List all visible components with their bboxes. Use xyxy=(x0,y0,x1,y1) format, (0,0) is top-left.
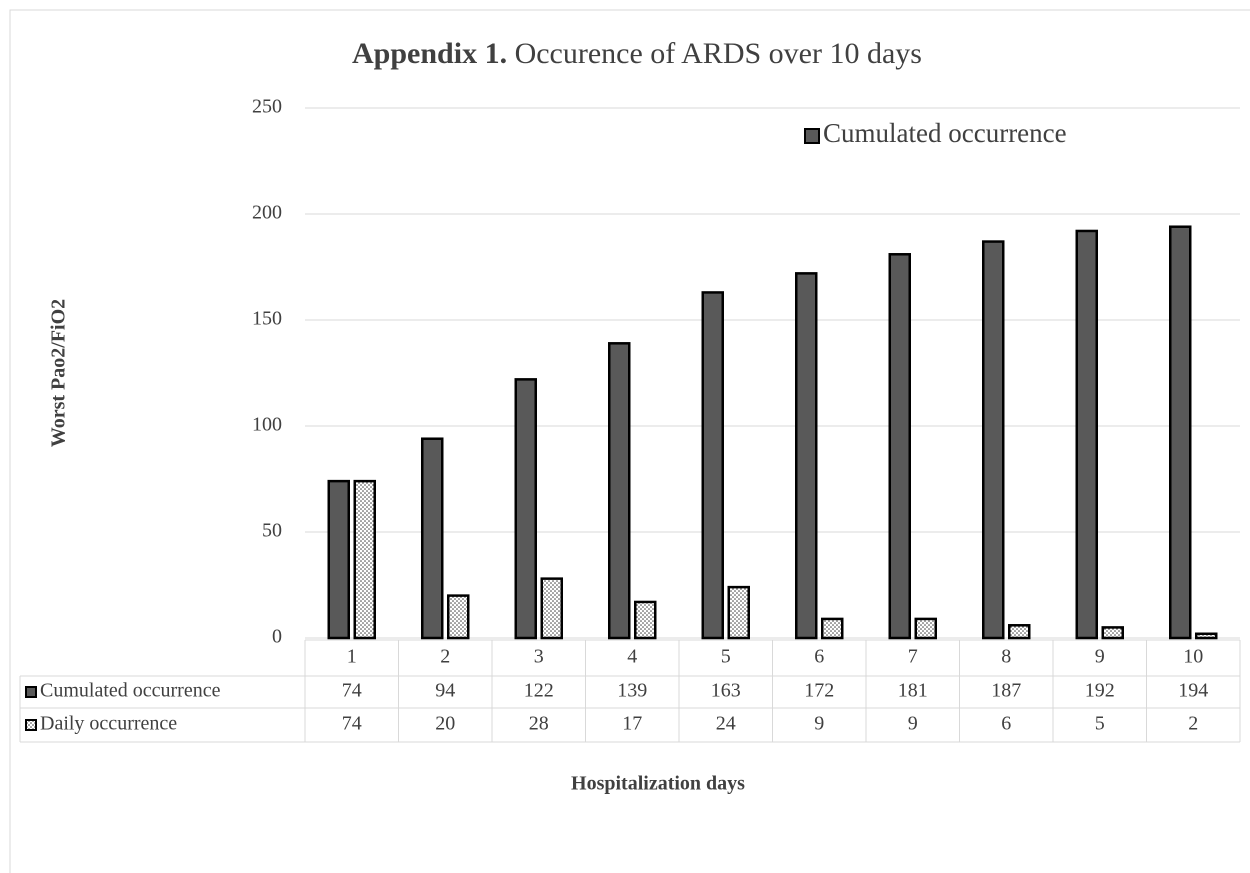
x-axis-label: Hospitalization days xyxy=(571,773,745,795)
table-row-label: Cumulated occurrence xyxy=(40,680,221,702)
table-value: 20 xyxy=(435,713,455,735)
bar xyxy=(608,342,631,640)
x-tick-label: 8 xyxy=(1001,646,1011,668)
table-value: 74 xyxy=(342,680,362,702)
x-tick-label: 1 xyxy=(347,646,357,668)
table-value: 187 xyxy=(991,680,1021,702)
bar xyxy=(821,617,844,640)
bar xyxy=(982,240,1005,640)
bar xyxy=(540,577,563,640)
legend-key xyxy=(25,719,37,731)
y-tick-label: 0 xyxy=(272,626,282,648)
table-value: 74 xyxy=(342,713,362,735)
bar xyxy=(888,253,911,640)
table-value: 5 xyxy=(1095,713,1105,735)
legend-key xyxy=(804,128,820,144)
frame xyxy=(9,9,1250,873)
bar xyxy=(421,437,444,640)
table-value: 139 xyxy=(617,680,647,702)
bar xyxy=(327,479,350,640)
table-value: 192 xyxy=(1085,680,1115,702)
bar xyxy=(701,291,724,640)
bar xyxy=(1075,229,1098,640)
table-value: 194 xyxy=(1178,680,1208,702)
table-value: 6 xyxy=(1001,713,1011,735)
title-label: Appendix 1. xyxy=(352,37,507,70)
chart-title: Occurence of ARDS over 10 days xyxy=(515,37,922,70)
y-tick-label: 250 xyxy=(252,96,282,118)
table-value: 24 xyxy=(716,713,736,735)
table-value: 2 xyxy=(1188,713,1198,735)
y-axis-label: Worst Pao2/FiO2 xyxy=(48,299,70,447)
legend-key xyxy=(25,686,37,698)
bar xyxy=(514,378,537,640)
legend-label: Cumulated occurrence xyxy=(823,118,1067,148)
table-value: 122 xyxy=(524,680,554,702)
bar xyxy=(795,272,818,640)
chart-title-group: Appendix 1. Occurence of ARDS over 10 da… xyxy=(352,37,922,70)
bar xyxy=(353,479,376,640)
y-tick-label: 50 xyxy=(262,520,282,542)
table-value: 172 xyxy=(804,680,834,702)
table-value: 9 xyxy=(908,713,918,735)
x-tick-label: 5 xyxy=(721,646,731,668)
x-tick-label: 6 xyxy=(814,646,824,668)
bar xyxy=(447,594,470,640)
bar xyxy=(634,600,657,640)
bar xyxy=(1169,225,1192,640)
y-tick-label: 150 xyxy=(252,308,282,330)
bar xyxy=(914,617,937,640)
x-tick-label: 4 xyxy=(627,646,637,668)
table-value: 28 xyxy=(529,713,549,735)
table-value: 94 xyxy=(435,680,455,702)
y-tick-label: 100 xyxy=(252,414,282,436)
bar xyxy=(727,585,750,640)
x-tick-label: 2 xyxy=(440,646,450,668)
bar xyxy=(1195,632,1218,640)
x-tick-label: 3 xyxy=(534,646,544,668)
table-value: 181 xyxy=(898,680,928,702)
x-tick-label: 7 xyxy=(908,646,918,668)
table-value: 9 xyxy=(814,713,824,735)
table-value: 17 xyxy=(622,713,642,735)
x-tick-label: 9 xyxy=(1095,646,1105,668)
table-value: 163 xyxy=(711,680,741,702)
table-row-label: Daily occurrence xyxy=(40,713,177,735)
bar xyxy=(1008,624,1031,640)
y-tick-label: 200 xyxy=(252,202,282,224)
bar xyxy=(1101,626,1124,640)
x-tick-label: 10 xyxy=(1183,646,1203,668)
